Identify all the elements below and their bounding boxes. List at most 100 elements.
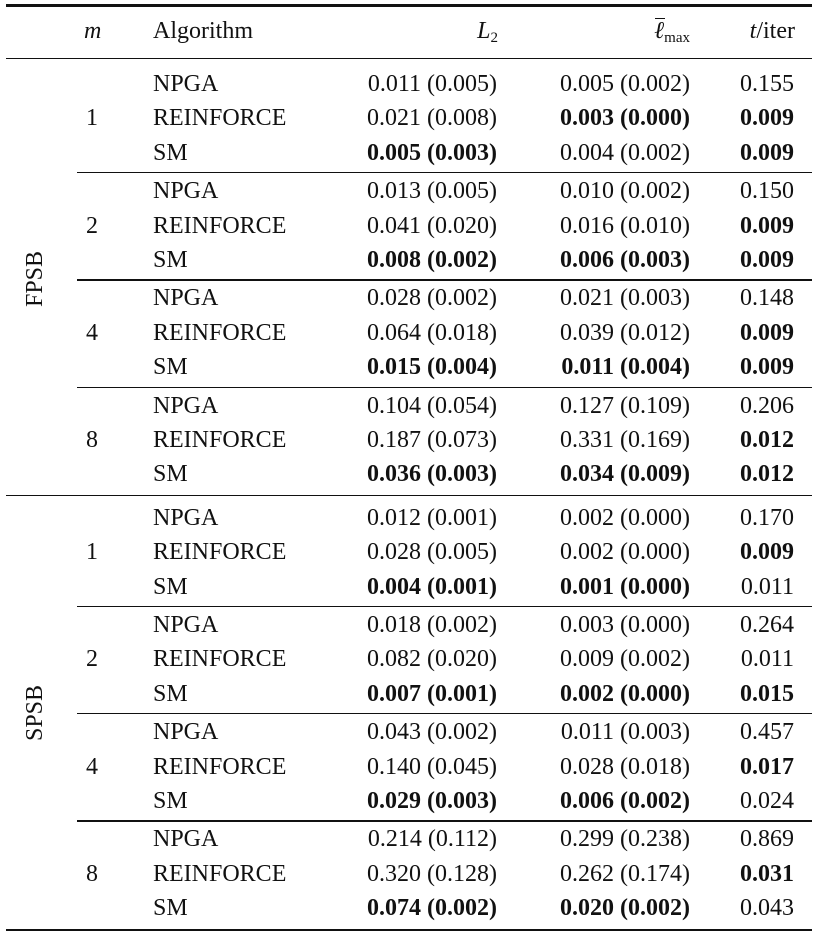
time-cell: 0.017 [740,753,794,780]
lmax-cell: 0.001 (0.000) [560,573,690,600]
l2-cell: 0.043 (0.002) [367,719,497,746]
time-cell: 0.009 [740,354,794,381]
algorithm-cell: NPGA [153,285,219,312]
algorithm-cell: SM [153,139,188,166]
lmax-cell: 0.004 (0.002) [560,139,690,166]
algorithm-cell: NPGA [153,178,219,205]
time-cell: 0.031 [740,860,794,887]
group-rule [6,494,812,496]
time-cell: 0.011 [740,573,794,600]
l2-cell: 0.082 (0.020) [367,646,497,673]
time-cell: 0.150 [740,178,794,205]
header-lmax-base: ℓ [654,14,666,48]
time-cell: 0.009 [740,105,794,132]
l2-cell: 0.214 (0.112) [367,826,497,853]
time-cell: 0.009 [740,319,794,346]
m-value: 1 [86,105,98,132]
m-value: 8 [86,860,98,887]
lmax-cell: 0.034 (0.009) [560,461,690,488]
m-value: 8 [86,427,98,453]
l2-cell: 0.007 (0.001) [367,680,497,707]
lmax-cell: 0.002 (0.000) [560,539,690,566]
l2-cell: 0.013 (0.005) [367,178,497,205]
l2-cell: 0.140 (0.045) [367,753,497,780]
lmax-cell: 0.011 (0.003) [560,719,690,746]
algorithm-cell: REINFORCE [153,319,287,346]
time-cell: 0.170 [740,504,794,531]
algorithm-cell: SM [153,680,188,707]
l2-cell: 0.004 (0.001) [367,573,497,600]
algorithm-cell: REINFORCE [153,539,287,566]
lmax-cell: 0.299 (0.238) [560,826,690,853]
lmax-cell: 0.331 (0.169) [560,427,690,453]
algorithm-cell: NPGA [153,826,219,853]
algorithm-cell: SM [153,788,188,814]
time-cell: 0.155 [740,71,794,97]
algorithm-cell: REINFORCE [153,427,287,453]
l2-cell: 0.011 (0.005) [367,71,497,97]
l2-cell: 0.187 (0.073) [367,427,497,453]
l2-cell: 0.036 (0.003) [367,461,497,488]
header-time: t/iter [715,14,795,48]
group-label: FPSB [22,251,48,308]
time-cell: 0.009 [740,212,794,239]
time-cell: 0.009 [740,139,794,166]
time-cell: 0.869 [740,826,794,853]
block-rule [77,386,812,388]
block-rule [77,606,812,608]
block-rule [77,279,812,281]
header-rule [6,58,812,60]
time-cell: 0.009 [740,247,794,273]
algorithm-cell: SM [153,354,188,381]
header-algorithm: Algorithm [153,18,253,44]
time-cell: 0.012 [740,461,794,488]
lmax-cell: 0.003 (0.000) [560,612,690,638]
time-cell: 0.011 [740,646,794,673]
l2-cell: 0.028 (0.005) [367,539,497,566]
algorithm-cell: REINFORCE [153,212,287,239]
l2-cell: 0.005 (0.003) [367,139,497,166]
algorithm-cell: SM [153,247,188,273]
lmax-cell: 0.011 (0.004) [561,354,690,381]
lmax-cell: 0.002 (0.000) [560,680,690,707]
lmax-cell: 0.020 (0.002) [560,895,690,922]
group-label: SPSB [22,685,48,742]
l2-cell: 0.018 (0.002) [367,612,497,638]
m-value: 2 [86,646,98,673]
time-cell: 0.457 [740,719,794,746]
algorithm-cell: NPGA [153,612,219,638]
l2-cell: 0.015 (0.004) [367,354,497,381]
lmax-cell: 0.016 (0.010) [560,212,690,239]
m-value: 4 [86,753,98,780]
l2-cell: 0.104 (0.054) [367,392,497,419]
m-value: 1 [86,539,98,566]
header-l2-sub: 2 [490,30,499,46]
time-cell: 0.264 [740,612,794,638]
header-lmax-sub: max [664,30,690,46]
l2-cell: 0.021 (0.008) [367,105,497,132]
block-rule [77,713,812,715]
l2-cell: 0.074 (0.002) [367,895,497,922]
l2-cell: 0.008 (0.002) [367,247,497,273]
lmax-cell: 0.010 (0.002) [560,178,690,205]
algorithm-cell: NPGA [153,719,219,746]
algorithm-cell: NPGA [153,71,219,97]
block-rule [77,172,812,174]
time-cell: 0.043 [740,895,794,922]
l2-cell: 0.029 (0.003) [367,788,497,814]
lmax-cell: 0.006 (0.003) [560,247,690,273]
lmax-cell: 0.262 (0.174) [560,860,690,887]
algorithm-cell: SM [153,895,188,922]
lmax-cell: 0.009 (0.002) [560,646,690,673]
block-rule [77,820,812,822]
l2-cell: 0.041 (0.020) [367,212,497,239]
header-lmax: ℓmax [620,14,690,48]
lmax-cell: 0.028 (0.018) [560,753,690,780]
lmax-cell: 0.003 (0.000) [560,105,690,132]
header-l2: L2 [440,14,498,48]
header-time-rest: /iter [756,18,795,44]
l2-cell: 0.028 (0.002) [367,285,497,312]
algorithm-cell: REINFORCE [153,646,287,673]
time-cell: 0.009 [740,539,794,566]
time-cell: 0.148 [740,285,794,312]
